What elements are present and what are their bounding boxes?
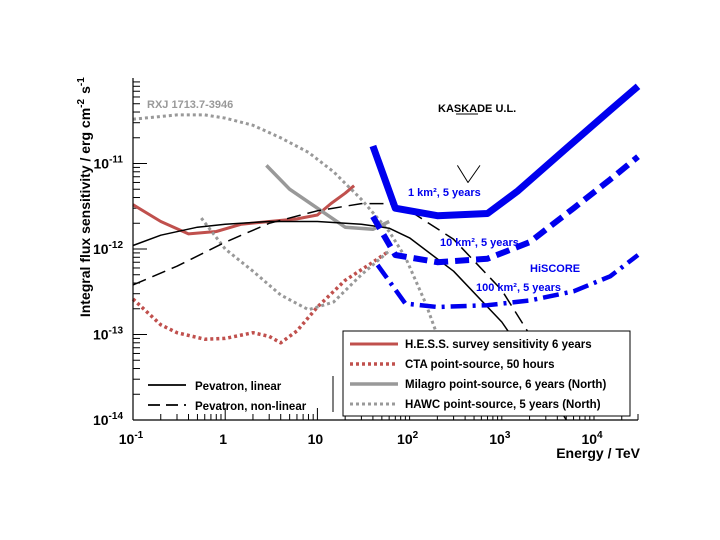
hiscore-label: HiSCORE [530,263,580,275]
legend: H.E.S.S. survey sensitivity 6 years CTA p… [148,330,631,417]
series-line-1 [131,249,391,345]
y-axis-title: Integral flux sensitivity / erg cm-2 s-1 [76,76,93,317]
hiscore-100km-label: 100 km², 5 years [476,282,561,294]
legend-label-3: HAWC point-source, 5 years (North) [405,399,601,411]
series-line-8 [369,83,641,220]
x-tick-label-0: 10-1 [119,430,144,447]
x-tick-label-3: 102 [397,430,419,447]
series-line-3 [200,217,391,312]
legend-label-0: H.E.S.S. survey sensitivity 6 years [405,339,592,351]
series-line-10 [375,253,640,310]
legend-label-1: CTA point-source, 50 hours [405,359,555,371]
hiscore-10km-label: 10 km², 5 years [440,237,519,249]
series-line-2 [265,164,390,232]
x-tick-label-2: 10 [308,431,324,447]
x-tick-label-1: 1 [219,431,227,447]
series-line-9 [370,154,640,266]
x-tick-label-4: 103 [489,430,511,447]
y-tick-label-1: 10-12 [93,240,123,257]
series-line-4 [132,113,456,387]
rxj-label: RXJ 1713.7-3946 [147,99,233,111]
y-tick-label-2: 10-13 [93,326,123,343]
y-tick-label-3: 10-14 [93,411,123,428]
kaskade-label: KASKADE U.L. [438,103,516,115]
hiscore-1km-label: 1 km², 5 years [408,187,481,199]
legend-label-2: Milagro point-source, 6 years (North) [405,379,606,391]
y-tick-label-0: 10-11 [94,155,124,172]
legend-left-label-0: Pevatron, linear [195,381,282,393]
x-axis-title: Energy / TeV [556,445,640,461]
series-line-5 [132,220,567,421]
x-tick-label-5: 104 [581,430,603,447]
series-line-7 [456,165,481,183]
annotations: RXJ 1713.7-3946 KASKADE U.L. 1 km², 5 year… [147,99,580,294]
legend-left-label-1: Pevatron, non-linear [195,401,307,413]
